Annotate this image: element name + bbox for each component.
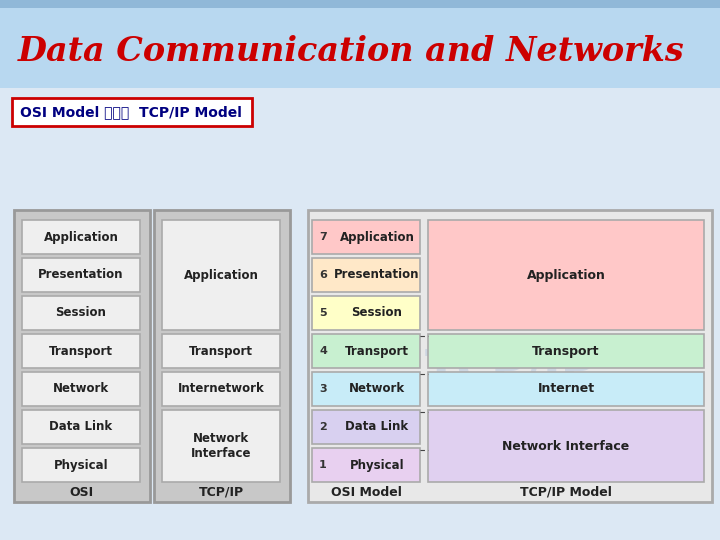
Bar [22, 258, 140, 292]
Bar [154, 210, 290, 502]
Bar [22, 296, 140, 330]
Text: Session: Session [55, 307, 107, 320]
Text: OSI Model: OSI Model [330, 485, 402, 498]
Text: Physical: Physical [54, 458, 108, 471]
Text: Transport: Transport [49, 345, 113, 357]
Text: Data Communication and Networks: Data Communication and Networks [18, 35, 685, 68]
Bar [312, 334, 420, 368]
Text: 3: 3 [319, 384, 327, 394]
Text: Presentation: Presentation [334, 268, 420, 281]
Bar [22, 410, 140, 444]
Bar [428, 220, 704, 330]
Text: 1: 1 [319, 460, 327, 470]
Bar [162, 372, 280, 406]
Text: Data Link: Data Link [346, 421, 408, 434]
Text: Presentation: Presentation [38, 268, 124, 281]
Text: 6: 6 [319, 270, 327, 280]
Text: Application: Application [340, 231, 415, 244]
Bar [312, 296, 420, 330]
Text: 4: 4 [319, 346, 327, 356]
Bar [0, 0, 720, 88]
Text: 2: 2 [319, 422, 327, 432]
Text: Network Interface: Network Interface [503, 440, 629, 453]
Text: Network: Network [349, 382, 405, 395]
Text: Transport: Transport [189, 345, 253, 357]
Text: Session: Session [351, 307, 402, 320]
Bar [428, 410, 704, 482]
Bar [22, 334, 140, 368]
Text: Network
Interface: Network Interface [191, 432, 251, 460]
Text: TCP/IP: TCP/IP [199, 485, 243, 498]
Bar [162, 334, 280, 368]
Bar [162, 220, 280, 330]
Bar [312, 258, 420, 292]
Bar [22, 448, 140, 482]
Bar [428, 334, 704, 368]
Bar [22, 220, 140, 254]
Text: Internetwork: Internetwork [178, 382, 264, 395]
Bar [12, 98, 252, 126]
Text: Transport: Transport [345, 345, 409, 357]
Text: Application: Application [526, 268, 606, 281]
Text: OSI Model กับ  TCP/IP Model: OSI Model กับ TCP/IP Model [20, 105, 242, 119]
Bar [312, 220, 420, 254]
Bar [162, 410, 280, 482]
Bar [22, 372, 140, 406]
Text: 5: 5 [319, 308, 327, 318]
Text: Transport: Transport [532, 345, 600, 357]
Bar [312, 410, 420, 444]
Text: Application: Application [44, 231, 118, 244]
Bar [428, 372, 704, 406]
Text: 7: 7 [319, 232, 327, 242]
Text: TCP/IP: TCP/IP [424, 348, 595, 393]
Text: Application: Application [184, 268, 258, 281]
Bar [308, 210, 712, 502]
Bar [14, 210, 150, 502]
Bar [0, 0, 720, 8]
Text: OSI: OSI [69, 485, 93, 498]
Text: Internet: Internet [537, 382, 595, 395]
Text: TCP/IP Model: TCP/IP Model [520, 485, 612, 498]
Bar [312, 372, 420, 406]
Text: Network: Network [53, 382, 109, 395]
Text: Physical: Physical [350, 458, 405, 471]
Bar [312, 448, 420, 482]
Text: Data Link: Data Link [50, 421, 112, 434]
